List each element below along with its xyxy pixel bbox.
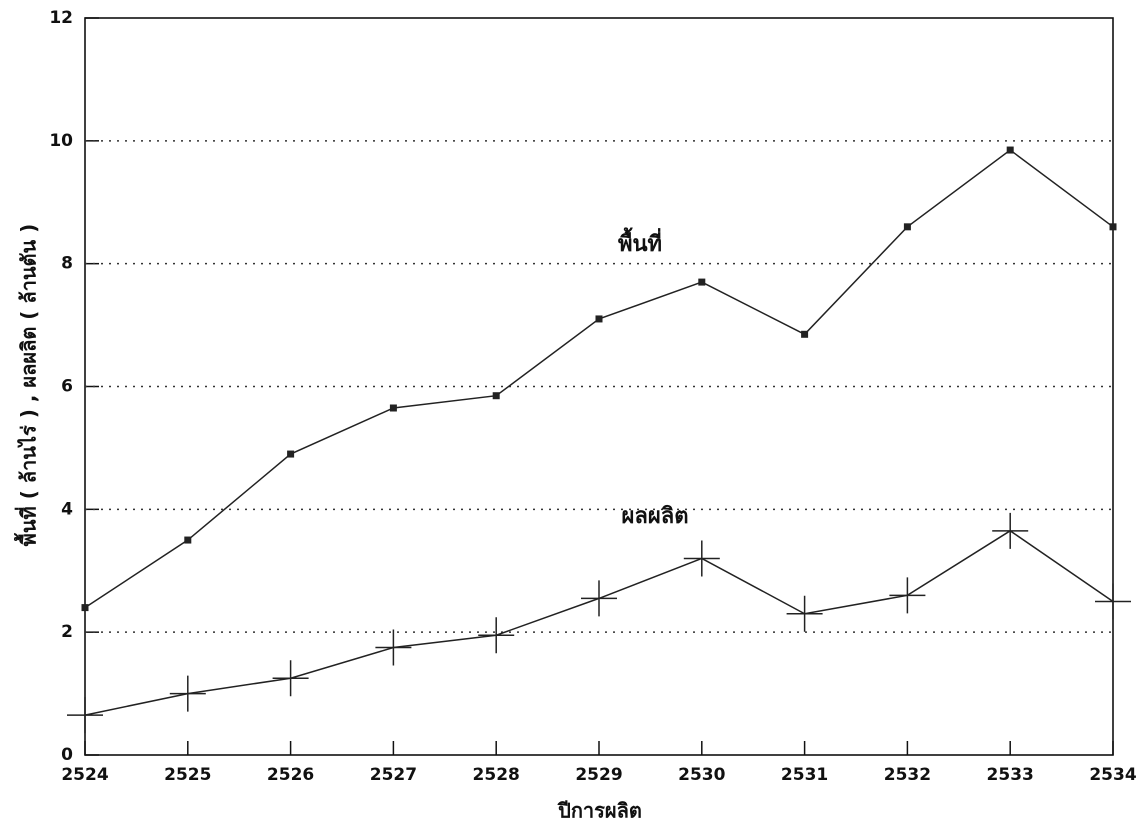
marker: [992, 513, 1028, 549]
marker: [889, 577, 925, 613]
x-axis-label: ปีการผลิต: [557, 799, 642, 823]
series-label: ผลผลิต: [621, 504, 688, 529]
marker: [170, 676, 206, 712]
marker: [581, 580, 617, 616]
marker: [82, 604, 89, 611]
marker: [287, 451, 294, 458]
y-tick-label: 8: [61, 254, 73, 274]
marker: [787, 596, 823, 632]
page: {"chart_data": {"type": "line", "x_label…: [0, 0, 1148, 835]
x-tick-label: 2530: [678, 765, 725, 785]
y-axis-label: พื้นที่ ( ล้านไร่ ) , ผลผลิต ( ล้านตัน ): [14, 224, 41, 547]
x-tick-label: 2532: [884, 765, 931, 785]
y-tick-label: 2: [61, 622, 73, 642]
marker: [596, 315, 603, 322]
x-tick-label: 2533: [987, 765, 1034, 785]
x-tick-label: 2526: [267, 765, 314, 785]
y-tick-label: 6: [61, 377, 73, 397]
x-tick-label: 2525: [164, 765, 211, 785]
y-tick-label: 10: [49, 131, 73, 151]
marker: [67, 697, 103, 733]
marker: [375, 630, 411, 666]
chart: ปีการผลิต พื้นที่ ( ล้านไร่ ) , ผลผลิต (…: [0, 0, 1148, 835]
x-tick-label: 2531: [781, 765, 828, 785]
x-tick-label: 2527: [370, 765, 417, 785]
series-line: [85, 531, 1113, 715]
y-tick-label: 4: [61, 499, 73, 519]
marker: [1110, 223, 1117, 230]
series-label: พื้นที่: [618, 227, 662, 257]
x-tick-label: 2528: [473, 765, 520, 785]
marker: [493, 392, 500, 399]
x-tick-label: 2534: [1089, 765, 1136, 785]
marker: [684, 540, 720, 576]
marker: [1007, 147, 1014, 154]
marker: [478, 617, 514, 653]
y-tick-label: 0: [61, 745, 73, 765]
marker: [273, 660, 309, 696]
x-tick-label: 2524: [61, 765, 108, 785]
marker: [390, 404, 397, 411]
marker: [904, 223, 911, 230]
marker: [698, 279, 705, 286]
marker: [801, 331, 808, 338]
marker: [1095, 583, 1131, 619]
y-tick-label: 12: [49, 8, 73, 28]
marker: [184, 537, 191, 544]
x-tick-label: 2529: [575, 765, 622, 785]
series-line: [85, 150, 1113, 608]
